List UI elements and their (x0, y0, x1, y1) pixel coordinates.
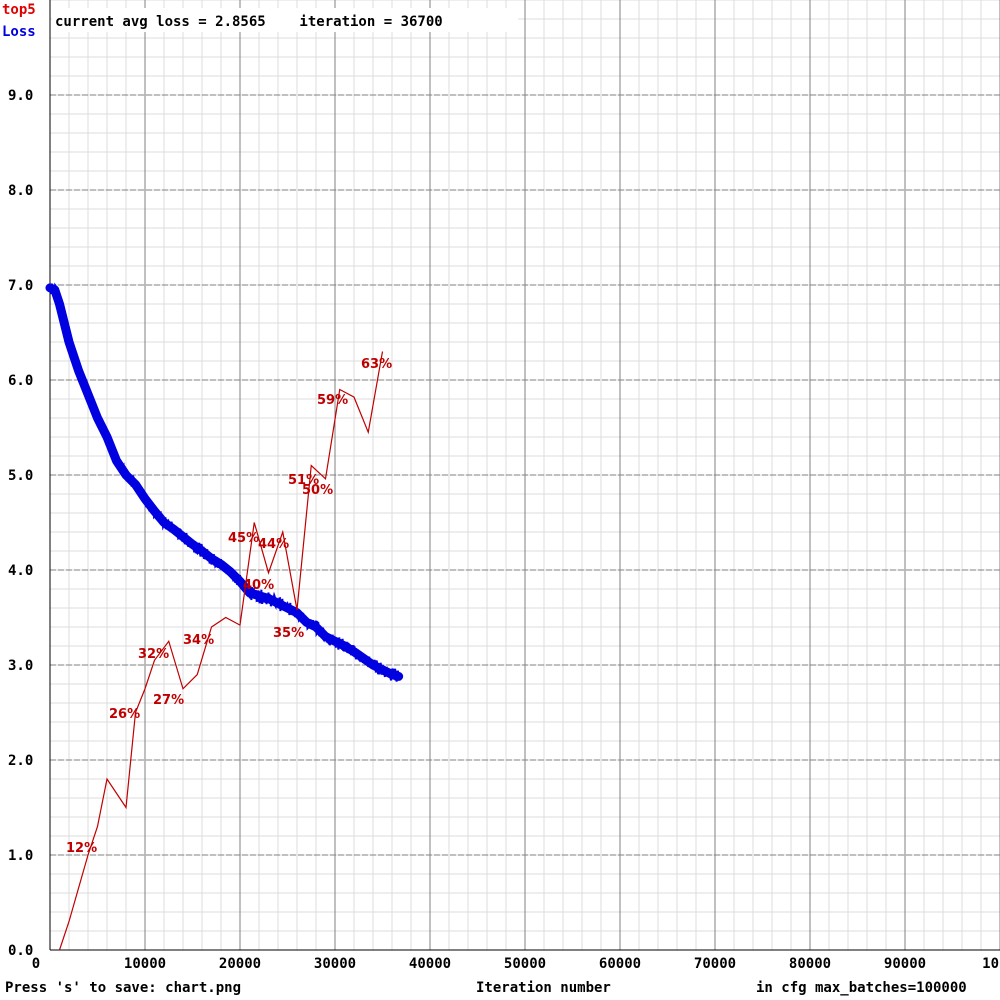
top5-percent-label: 59% (317, 393, 348, 408)
header-box (52, 8, 518, 32)
top5-percent-label: 34% (183, 633, 214, 648)
top5-percent-label: 45% (228, 531, 259, 546)
x-tick-label: 60000 (599, 956, 641, 972)
top5-series (58, 351, 384, 951)
footer-save-hint: Press 's' to save: chart.png (5, 980, 241, 996)
x-tick-label: 0 (32, 956, 40, 972)
loss-series (45, 282, 404, 682)
y-tick-label: 0.0 (8, 943, 33, 959)
x-tick-label: 10000 (124, 956, 166, 972)
y-tick-label: 5.0 (8, 468, 33, 484)
y-tick-label: 8.0 (8, 183, 33, 199)
y-tick-label: 9.0 (8, 88, 33, 104)
top5-line (58, 351, 384, 951)
y-tick-label: 3.0 (8, 658, 33, 674)
x-tick-label: 80000 (789, 956, 831, 972)
legend-loss: Loss (2, 24, 36, 40)
top5-percent-label: 12% (66, 841, 97, 856)
loss-line-noise (49, 282, 400, 682)
footer-xlabel: Iteration number (476, 980, 611, 996)
x-tick-label: 20000 (219, 956, 261, 972)
x-tick-labels: 0 10000 20000 30000 40000 50000 60000 70000 8000… (32, 956, 999, 972)
y-tick-labels: 0.0 1.0 2.0 3.0 4.0 5.0 6.0 7.0 8.0 9.0 (8, 88, 33, 959)
top5-percent-label: 51% (288, 473, 319, 488)
top5-percent-label: 32% (138, 647, 169, 662)
x-tick-label: 70000 (694, 956, 736, 972)
y-tick-label: 4.0 (8, 563, 33, 579)
x-tick-label: 40000 (409, 956, 451, 972)
x-tick-label: 50000 (504, 956, 546, 972)
x-tick-label: 10 (982, 956, 999, 972)
top5-percent-label: 50% (302, 483, 333, 498)
top5-percent-label: 44% (258, 537, 289, 552)
top5-percent-label: 40% (243, 578, 274, 593)
y-tick-label: 1.0 (8, 848, 33, 864)
major-grid (50, 0, 1000, 950)
top5-percent-label: 27% (153, 693, 184, 708)
top5-percent-label: 35% (273, 626, 304, 641)
header-status: current avg loss = 2.8565 iteration = 36… (55, 14, 443, 30)
top5-annotations: 12% 26% 32% 27% 34% 45% 40% 44% 35% 51%50% 59% 63% (66, 357, 392, 856)
top5-percent-label: 63% (361, 357, 392, 372)
y-tick-label: 2.0 (8, 753, 33, 769)
top5-percent-label: 26% (109, 707, 140, 722)
y-tick-label: 7.0 (8, 278, 33, 294)
y-tick-label: 6.0 (8, 373, 33, 389)
x-tick-label: 90000 (884, 956, 926, 972)
footer-max-batches: in cfg max_batches=100000 (756, 980, 967, 996)
x-tick-label: 30000 (314, 956, 356, 972)
legend-top5: top5 (2, 2, 36, 18)
